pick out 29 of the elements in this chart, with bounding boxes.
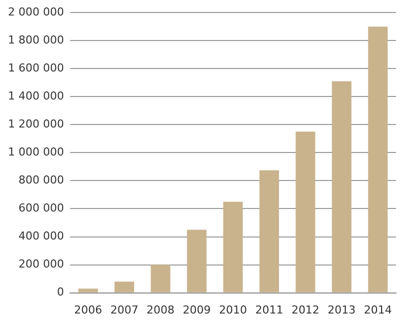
bar: [259, 170, 279, 292]
y-tick-label: 800 000: [18, 174, 64, 187]
x-tick-label: 2006: [74, 303, 102, 316]
x-tick-label: 2009: [182, 303, 211, 316]
x-tick-label: 2013: [328, 303, 356, 316]
y-tick-label: 1 000 000: [8, 146, 64, 159]
y-tick-label: 1 800 000: [8, 33, 64, 46]
y-tick-label: 1 400 000: [8, 90, 64, 103]
y-tick-label: 400 000: [18, 230, 64, 243]
bar: [332, 81, 352, 292]
bar: [114, 282, 134, 292]
y-tick-label: 0: [56, 286, 64, 299]
y-tick-label: 600 000: [18, 202, 64, 215]
x-tick-label: 2007: [110, 303, 138, 316]
x-tick-label: 2012: [291, 303, 320, 316]
y-tick-label: 2 000 000: [8, 5, 64, 18]
bar: [78, 288, 98, 292]
y-tick-label: 1 600 000: [8, 62, 64, 74]
x-tick-label: 2010: [218, 303, 247, 316]
bar: [223, 202, 243, 292]
bar: [368, 26, 388, 292]
x-tick-label: 2011: [255, 303, 284, 316]
bar: [150, 264, 170, 292]
bar: [186, 230, 207, 292]
y-tick-label: 1 200 000: [8, 118, 64, 131]
x-tick-label: 2008: [146, 303, 175, 316]
bar: [296, 132, 316, 292]
x-tick-label: 2014: [364, 303, 392, 316]
y-tick-label: 200 000: [18, 258, 64, 271]
